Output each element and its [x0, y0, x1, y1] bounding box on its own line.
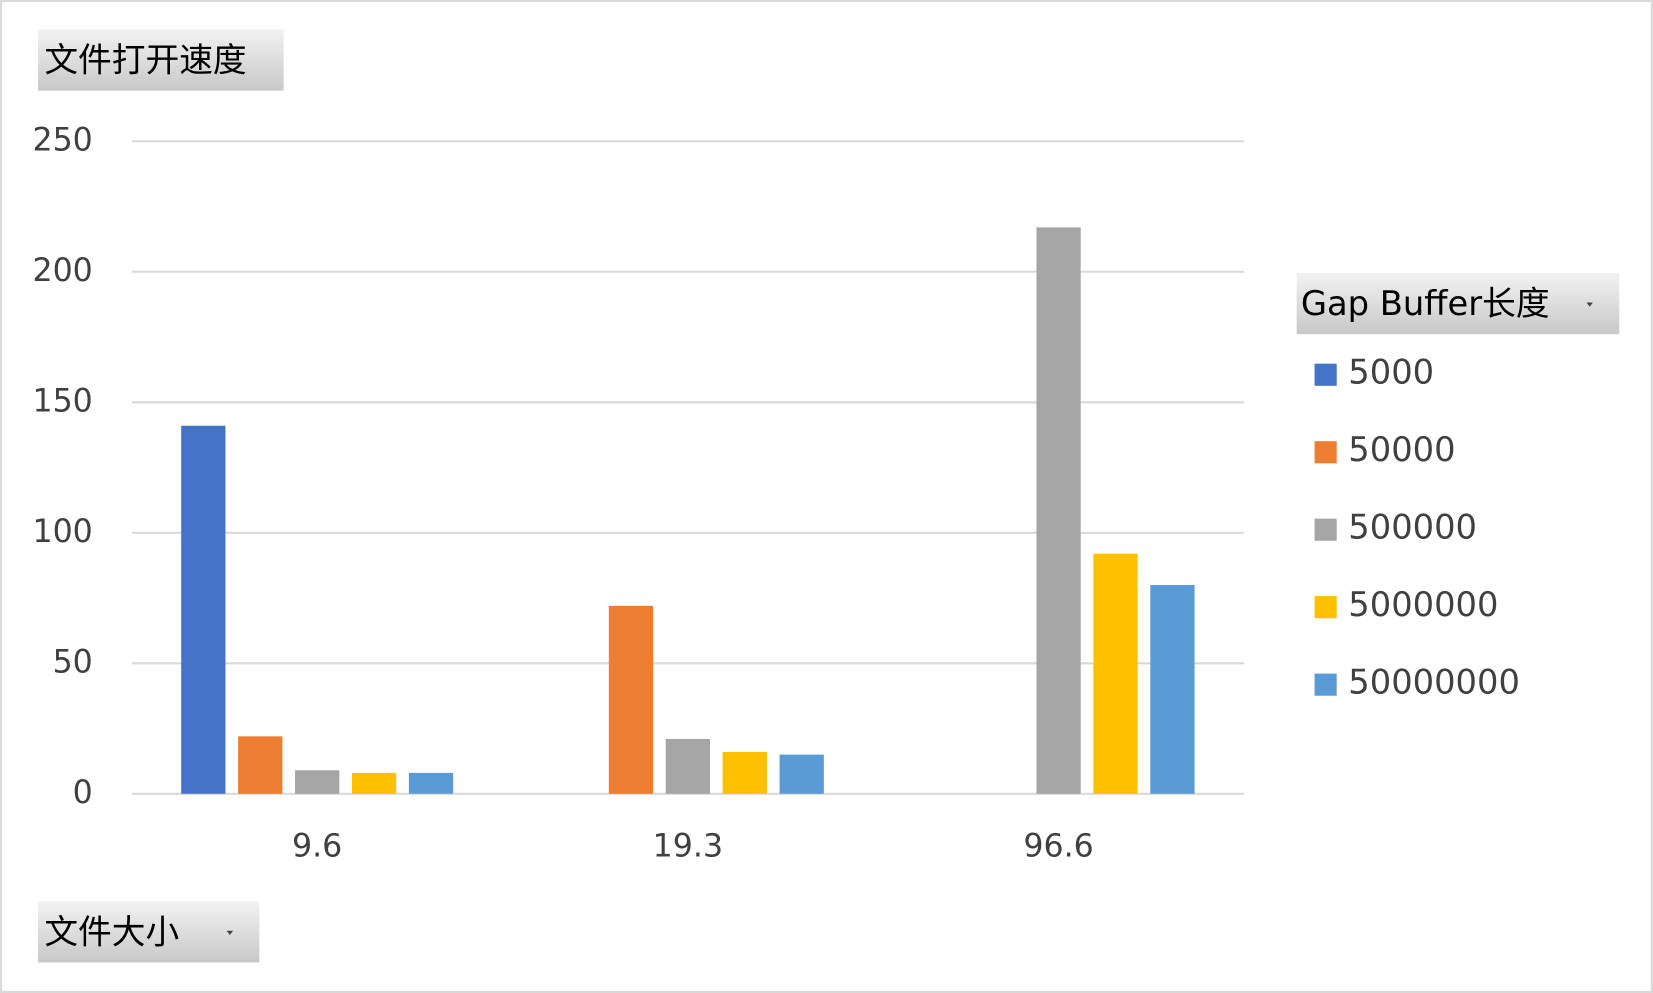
- axis-field-button[interactable]: [38, 901, 260, 963]
- y-tick-label: 0: [73, 775, 93, 811]
- bar: [608, 605, 654, 794]
- legend-swatch: [1314, 673, 1337, 696]
- x-tick-label: 96.6: [1023, 829, 1093, 865]
- x-tick-label: 9.6: [292, 829, 342, 865]
- dropdown-arrow: [1586, 302, 1593, 307]
- bar: [181, 425, 226, 794]
- legend-field-button[interactable]: [1296, 273, 1620, 335]
- legend-swatch: [1314, 441, 1337, 464]
- legend-label: 50000000: [1348, 663, 1520, 702]
- bar: [665, 738, 711, 794]
- bar: [722, 752, 767, 794]
- legend-label: 50000: [1348, 430, 1455, 469]
- y-tick-label: 50: [53, 644, 93, 680]
- legend-label: 5000000: [1348, 585, 1498, 624]
- y-tick-label: 250: [32, 122, 92, 158]
- y-tick-label: 100: [32, 514, 92, 550]
- bar: [408, 772, 454, 794]
- legend-swatch: [1314, 363, 1337, 386]
- value-field-button[interactable]: [38, 29, 284, 91]
- y-tick-label: 150: [32, 383, 92, 419]
- bar: [779, 754, 824, 794]
- x-field-label: 文件大小: [44, 912, 179, 951]
- dropdown-arrow: [226, 930, 234, 936]
- y-tick-label: 200: [32, 253, 92, 289]
- bar: [295, 770, 340, 794]
- bar: [238, 736, 283, 794]
- legend-swatch: [1314, 518, 1337, 541]
- bar: [1036, 227, 1081, 794]
- legend-swatch: [1314, 596, 1337, 619]
- chart-title: 文件打开速度: [44, 41, 246, 80]
- bar: [351, 772, 397, 794]
- legend-label: 5000: [1348, 353, 1434, 392]
- x-tick-label: 19.3: [653, 829, 723, 865]
- bar: [1093, 553, 1138, 794]
- legend-label: 500000: [1348, 508, 1477, 547]
- bar: [1150, 584, 1195, 794]
- legend-title: Gap Buffer长度: [1301, 284, 1550, 323]
